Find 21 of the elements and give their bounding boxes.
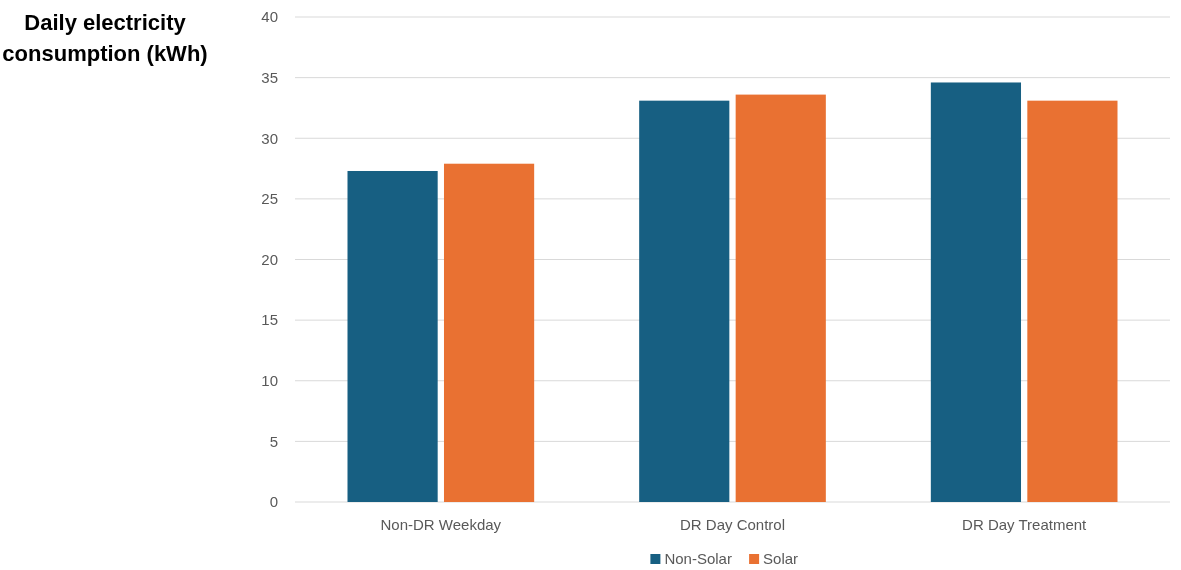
bar bbox=[735, 94, 826, 502]
x-tick-label: DR Day Control bbox=[679, 516, 786, 533]
y-tick-label: 5 bbox=[269, 432, 278, 450]
y-axis-title: Daily electricity consumption (kWh) bbox=[2, 10, 208, 66]
y-tick-label: 40 bbox=[261, 8, 278, 26]
y-tick-label: 20 bbox=[261, 250, 278, 268]
legend-label: Solar bbox=[763, 550, 799, 568]
legend-label: Non-Solar bbox=[664, 550, 732, 568]
y-tick-label: 15 bbox=[261, 311, 278, 329]
bar bbox=[1027, 100, 1118, 502]
x-tick-label: Non-DR Weekday bbox=[380, 516, 502, 533]
bar bbox=[639, 100, 730, 502]
bar bbox=[443, 163, 535, 502]
y-tick-label: 0 bbox=[269, 493, 278, 511]
y-tick-label: 25 bbox=[261, 190, 278, 208]
bar bbox=[930, 82, 1022, 502]
bar bbox=[347, 170, 438, 502]
y-tick-label: 10 bbox=[261, 372, 278, 389]
y-tick-label: 35 bbox=[261, 68, 278, 86]
y-tick-label: 30 bbox=[261, 129, 278, 147]
x-tick-label: DR Day Treatment bbox=[962, 516, 1088, 533]
